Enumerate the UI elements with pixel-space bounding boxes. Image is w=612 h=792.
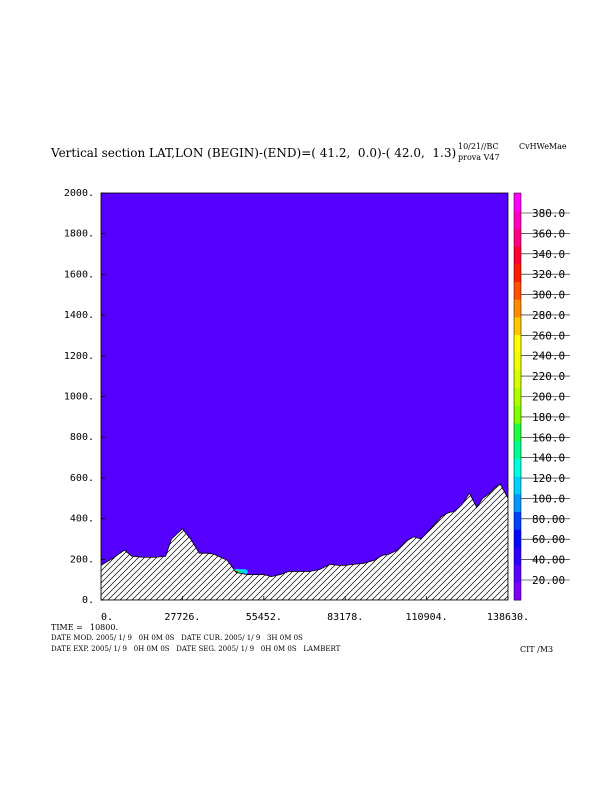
colorbar-label: 380.0 [532, 207, 565, 220]
y-tick-label: 600. [70, 473, 94, 484]
colorbar-label: 160.0 [532, 431, 565, 444]
colorbar-segment [514, 458, 521, 477]
terrain-profile [101, 483, 508, 600]
colorbar-label: 340.0 [532, 248, 565, 261]
colorbar-segment [514, 440, 521, 459]
colorbar-label: 240.0 [532, 350, 565, 363]
colorbar-label: 220.0 [532, 370, 565, 383]
x-tick-label: 27726. [164, 612, 200, 623]
time-label: TIME = [51, 623, 83, 632]
colorbar-label: 300.0 [532, 289, 565, 302]
colorbar-segment [514, 352, 521, 371]
colorbar-segment [514, 193, 521, 212]
colorbar-label: 200.0 [532, 391, 565, 404]
version-label: prova V47 [458, 153, 500, 162]
y-tick-label: 0. [82, 595, 94, 606]
colorbar-segment [514, 387, 521, 406]
colorbar-label: 320.0 [532, 268, 565, 281]
colorbar-label: 60.00 [532, 533, 565, 546]
colorbar-segment [514, 423, 521, 442]
y-tick-label: 1200. [64, 351, 94, 362]
y-tick-label: 800. [70, 432, 94, 443]
colorbar-segment [514, 546, 521, 566]
x-tick-label: 55452. [246, 612, 282, 623]
colorbar-segment [514, 529, 521, 548]
colorbar-label: 40.00 [532, 554, 565, 567]
colorbar-segment [514, 493, 521, 513]
colorbar-label: 360.0 [532, 227, 565, 240]
y-tick-label: 1000. [64, 392, 94, 403]
footer-line-1: DATE MOD. 2005/ 1/ 9 0H 0M 0S DATE CUR. … [51, 634, 303, 642]
colorbar-segment [514, 281, 521, 300]
time-value: 10800. [90, 623, 118, 632]
y-tick-label: 1600. [64, 269, 94, 280]
y-tick-label: 200. [70, 554, 94, 565]
date-code: 10/21//BC [458, 142, 499, 151]
colorbar-label: 120.0 [532, 472, 565, 485]
y-tick-label: 1800. [64, 229, 94, 240]
colorbar-segment [514, 263, 521, 282]
y-tick-label: 2000. [64, 188, 94, 199]
colorbar-label: 260.0 [532, 329, 565, 342]
colorbar-segment [514, 582, 521, 601]
footer-code: CIT /M3 [520, 645, 554, 654]
x-tick-label: 0. [101, 612, 113, 623]
colorbar-segment [514, 476, 521, 495]
colorbar-segment [514, 334, 521, 353]
y-tick-label: 1400. [64, 310, 94, 321]
colorbar-label: 20.00 [532, 574, 565, 587]
colorbar-label: 280.0 [532, 309, 565, 322]
colorbar-segment [514, 246, 521, 265]
colorbar-label: 100.0 [532, 492, 565, 505]
colorbar-label: 180.0 [532, 411, 565, 424]
colorbar-segment [514, 316, 521, 336]
x-tick-label: 110904. [406, 612, 448, 623]
colorbar-segment [514, 564, 521, 583]
chart-title: Vertical section LAT,LON (BEGIN)-(END)=(… [51, 146, 457, 160]
colorbar-segment [514, 405, 521, 424]
y-tick-label: 400. [70, 514, 94, 525]
colorbar-label: 140.0 [532, 452, 565, 465]
colorbar-segment [514, 369, 521, 389]
colorbar-segment [514, 299, 521, 318]
colorbar-segment [514, 210, 521, 229]
x-tick-label: 83178. [327, 612, 363, 623]
footer-line-2: DATE EXP. 2005/ 1/ 9 0H 0M 0S DATE SEG. … [51, 645, 341, 653]
field-code: CvHWeMae [519, 142, 567, 151]
colorbar-label: 80.00 [532, 513, 565, 526]
colorbar-segment [514, 228, 521, 247]
colorbar-segment [514, 511, 521, 530]
x-tick-label: 138630. [487, 612, 529, 623]
